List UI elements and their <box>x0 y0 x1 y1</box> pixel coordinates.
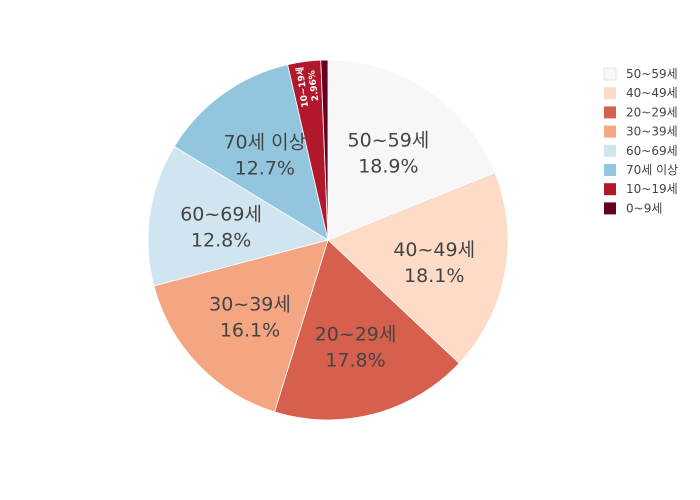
slice-category-label-1: 40~49세 <box>393 239 475 261</box>
pie-slices <box>147 59 509 421</box>
legend-label-5: 70세 이상 <box>626 163 678 177</box>
slice-label-5: 70세 이상 12.7% <box>223 131 306 179</box>
legend-swatch-4 <box>604 144 616 157</box>
legend-label-3: 30~39세 <box>626 125 678 139</box>
slice-label-4: 60~69세 12.8% <box>180 203 262 251</box>
legend-item-7[interactable]: 0~9세 <box>604 201 662 215</box>
legend-item-0[interactable]: 50~59세 <box>603 67 678 81</box>
slice-percent-label-3: 16.1% <box>220 320 280 342</box>
legend-swatch-6 <box>604 183 616 196</box>
slice-label-1: 40~49세 18.1% <box>393 239 475 287</box>
legend-label-6: 10~19세 <box>626 182 678 196</box>
legend-swatch-0 <box>603 67 617 81</box>
pie-labels: 50~59세 18.9% 40~49세 18.1% 20~29세 17.8% 30~39세 1… <box>180 66 475 371</box>
legend-item-5[interactable]: 70세 이상 <box>604 163 678 177</box>
slice-percent-label-2: 17.8% <box>325 349 385 371</box>
legend-item-2[interactable]: 20~29세 <box>604 105 678 119</box>
legend-item-4[interactable]: 60~69세 <box>604 144 678 158</box>
pie-slice-3[interactable] <box>153 239 329 413</box>
legend: 50~59세 40~49세 20~29세 30~39세 60~69세 70세 이상 10~1… <box>603 67 678 215</box>
slice-category-label-2: 20~29세 <box>315 323 397 345</box>
slice-label-3: 30~39세 16.1% <box>209 294 291 342</box>
pie-slice-1[interactable] <box>327 172 509 364</box>
slice-category-label-0: 50~59세 <box>348 130 430 152</box>
legend-label-2: 20~29세 <box>626 105 678 119</box>
slice-category-label-3: 30~39세 <box>209 294 291 316</box>
legend-label-1: 40~49세 <box>626 86 678 100</box>
slice-percent-label-0: 18.9% <box>358 156 418 178</box>
legend-swatch-2 <box>604 106 616 119</box>
slice-label-0: 50~59세 18.9% <box>348 130 430 178</box>
pie-slice-0[interactable] <box>327 59 496 241</box>
pie-slice-4[interactable] <box>147 145 330 287</box>
legend-swatch-3 <box>604 125 616 138</box>
legend-item-1[interactable]: 40~49세 <box>604 86 678 100</box>
legend-item-3[interactable]: 30~39세 <box>604 125 678 139</box>
legend-swatch-1 <box>604 87 616 100</box>
slice-percent-label-4: 12.8% <box>191 229 251 251</box>
legend-item-6[interactable]: 10~19세 <box>604 182 678 196</box>
slice-percent-label-5: 12.7% <box>235 157 295 179</box>
slice-label-2: 20~29세 17.8% <box>315 323 397 371</box>
legend-label-7: 0~9세 <box>626 201 662 215</box>
legend-label-0: 50~59세 <box>626 67 678 81</box>
legend-swatch-5 <box>604 164 616 176</box>
slice-category-label-5: 70세 이상 <box>223 131 306 153</box>
pie-slice-5[interactable] <box>173 64 329 241</box>
slice-category-label-4: 60~69세 <box>180 203 262 225</box>
legend-label-4: 60~69세 <box>626 144 678 158</box>
slice-percent-label-1: 18.1% <box>404 265 464 287</box>
pie-slice-2[interactable] <box>274 239 460 421</box>
slice-percent-label-6: 2.96% <box>307 70 321 102</box>
legend-swatch-7 <box>604 202 616 215</box>
pie-slice-7[interactable] <box>320 59 329 241</box>
